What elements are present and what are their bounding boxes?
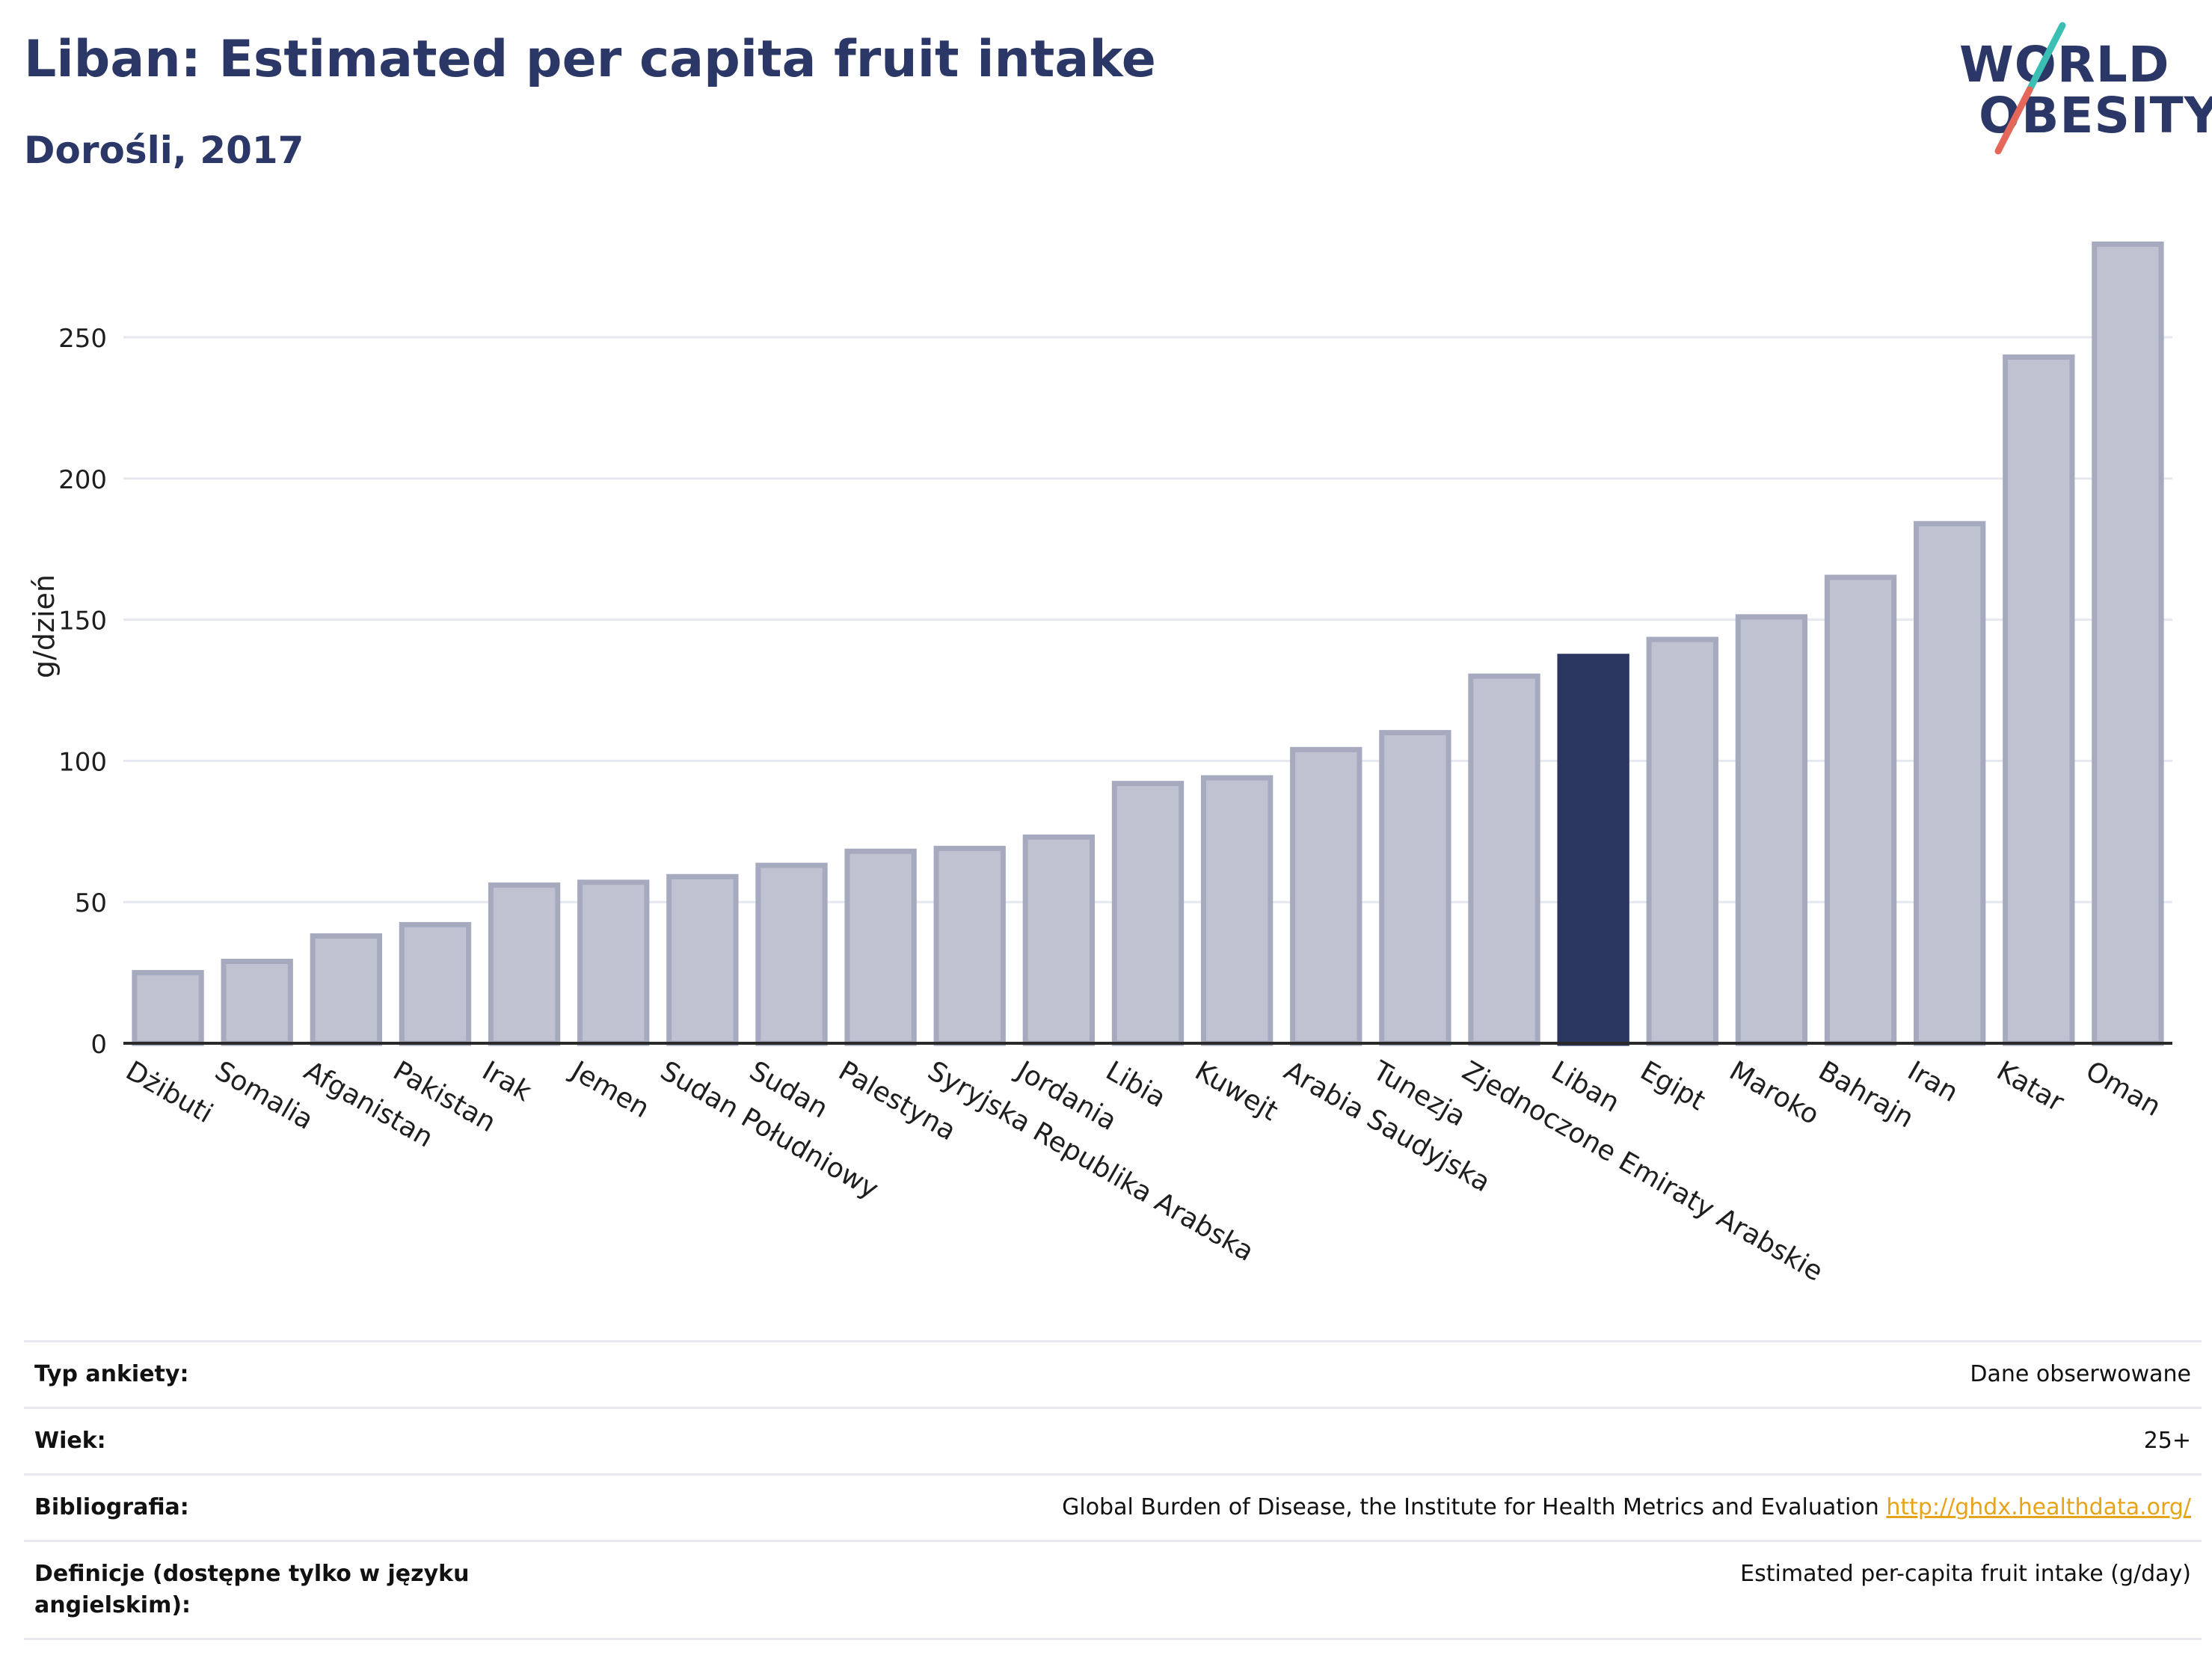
- bar: [1379, 730, 1451, 1046]
- y-tick-label: 150: [58, 607, 107, 636]
- bar: [844, 848, 917, 1046]
- bar: [2003, 354, 2075, 1046]
- x-tick-label: Katar: [1991, 1055, 2069, 1118]
- bar: [666, 873, 739, 1046]
- y-tick-label: 0: [90, 1030, 107, 1060]
- x-tick-label: Iran: [1902, 1055, 1963, 1108]
- info-value: Dane obserwowane: [1970, 1361, 2191, 1387]
- x-tick-label: Jemen: [565, 1054, 654, 1124]
- bibliography-link[interactable]: http://ghdx.healthdata.org/: [1886, 1494, 2191, 1520]
- info-table: Typ ankiety: Dane obserwowane Wiek: 25+ …: [24, 1340, 2202, 1640]
- info-key: Typ ankiety:: [34, 1361, 189, 1387]
- info-row-age: Wiek: 25+: [24, 1407, 2202, 1475]
- chart-title: Liban: Estimated per capita fruit intake: [24, 30, 1156, 89]
- bar: [1468, 673, 1540, 1046]
- info-key: Wiek:: [34, 1428, 106, 1454]
- bar: [1557, 654, 1629, 1046]
- bar-chart: 050100150200250g/dzieńDżibutiSomaliaAfga…: [28, 241, 2172, 1288]
- x-tick-label: Bahrajn: [1813, 1055, 1919, 1134]
- logo-slash-icon: [1994, 22, 2066, 155]
- world-obesity-logo: WORLD OBESITY: [1952, 15, 2212, 165]
- bar: [310, 933, 382, 1046]
- x-tick-label: Kuwejt: [1190, 1055, 1283, 1127]
- y-tick-label: 250: [58, 324, 107, 354]
- bar: [488, 882, 561, 1046]
- x-tick-label: Somalia: [209, 1055, 318, 1136]
- x-tick-label: Maroko: [1724, 1055, 1825, 1131]
- bar: [933, 845, 1006, 1046]
- bar: [755, 862, 828, 1046]
- bar: [399, 921, 472, 1046]
- info-value: 25+: [2143, 1428, 2191, 1454]
- bar: [1646, 636, 1718, 1046]
- info-key: Definicje (dostępne tylko w języku angie…: [34, 1561, 470, 1618]
- chart-subtitle: Dorośli, 2017: [24, 129, 304, 172]
- x-tick-label: Oman: [2080, 1055, 2166, 1123]
- x-tick-label: Irak: [477, 1055, 537, 1108]
- bar: [132, 970, 204, 1046]
- bar: [221, 959, 293, 1046]
- x-tick-label: Dżibuti: [120, 1055, 218, 1129]
- bar: [1290, 746, 1362, 1046]
- info-row-survey-type: Typ ankiety: Dane obserwowane: [24, 1341, 2202, 1408]
- bar: [1735, 614, 1808, 1046]
- bar: [1022, 834, 1096, 1046]
- bar: [2092, 241, 2164, 1046]
- bar: [1200, 775, 1274, 1046]
- bar: [1824, 574, 1897, 1046]
- bar: [1111, 781, 1185, 1046]
- x-tick-label: Egipt: [1635, 1055, 1710, 1117]
- y-tick-label: 50: [75, 888, 107, 918]
- logo-word-world: WORLD: [1959, 36, 2170, 93]
- bar: [577, 879, 650, 1046]
- y-tick-label: 100: [58, 747, 107, 777]
- y-tick-label: 200: [58, 465, 107, 495]
- info-row-definitions: Definicje (dostępne tylko w języku angie…: [24, 1541, 2202, 1639]
- bibliography-text: Global Burden of Disease, the Institute …: [1062, 1494, 1879, 1520]
- y-axis-title: g/dzień: [28, 574, 61, 678]
- info-key: Bibliografia:: [34, 1494, 189, 1520]
- info-value: Estimated per-capita fruit intake (g/day…: [1740, 1561, 2191, 1587]
- info-value: Global Burden of Disease, the Institute …: [494, 1475, 2202, 1541]
- bar: [1914, 521, 1986, 1046]
- info-row-bibliography: Bibliografia: Global Burden of Disease, …: [24, 1474, 2202, 1541]
